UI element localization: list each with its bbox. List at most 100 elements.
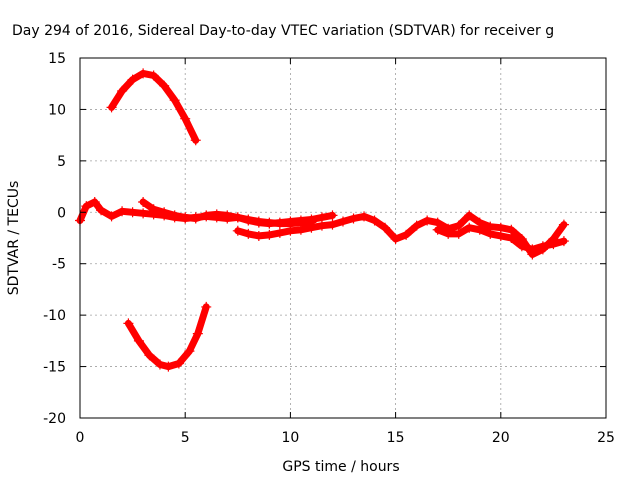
y-tick-label: 15: [48, 51, 66, 67]
data-point: [306, 222, 317, 233]
data-point: [138, 68, 149, 79]
data-point: [127, 207, 138, 218]
data-point: [180, 212, 191, 223]
x-tick-label: 20: [492, 430, 510, 446]
data-point: [190, 135, 201, 146]
data-point: [422, 215, 433, 226]
data-point: [253, 230, 264, 241]
series-line: [108, 69, 200, 144]
data-point: [485, 228, 496, 239]
data-point: [432, 224, 443, 235]
data-point: [411, 220, 422, 231]
data-point: [253, 216, 264, 227]
data-point: [148, 204, 159, 215]
y-tick-label: 5: [57, 154, 66, 170]
data-point: [89, 197, 100, 207]
data-point: [243, 228, 254, 239]
x-tick-label: 15: [387, 430, 405, 446]
data-point: [154, 359, 165, 370]
data-point: [169, 210, 180, 221]
data-point: [537, 241, 548, 252]
data-point: [285, 225, 296, 236]
y-axis-label: SDTVAR / TECUs: [6, 181, 22, 296]
data-point: [474, 224, 485, 235]
data-point: [232, 212, 243, 223]
data-point: [201, 210, 212, 221]
data-point: [148, 70, 159, 81]
plot-frame: [79, 57, 607, 419]
data-point: [138, 197, 149, 207]
data-point: [274, 227, 285, 238]
data-point: [327, 210, 338, 221]
data-point: [133, 335, 144, 346]
data-point: [127, 74, 138, 85]
data-point: [316, 220, 327, 231]
data-point: [506, 233, 517, 243]
data-point: [558, 219, 569, 230]
data-point: [192, 328, 203, 339]
data-point: [516, 241, 527, 252]
data-point: [201, 301, 212, 312]
data-point: [380, 222, 391, 233]
data-point: [495, 230, 506, 241]
y-tick-label: 10: [48, 102, 66, 118]
data-point: [274, 218, 285, 229]
data-point: [401, 229, 412, 240]
chart-title: Day 294 of 2016, Sidereal Day-to-day VTE…: [12, 23, 554, 39]
data-point: [123, 318, 134, 329]
data-point: [527, 244, 538, 255]
data-point: [96, 205, 107, 216]
data-point: [169, 95, 180, 106]
y-tick-label: -10: [43, 308, 66, 324]
data-point: [338, 216, 348, 227]
data-point: [390, 234, 401, 245]
y-tick-label: -5: [52, 257, 66, 273]
data-point: [232, 225, 243, 236]
data-point: [106, 102, 117, 113]
x-tick-label: 25: [597, 430, 615, 446]
data-point: [295, 224, 306, 235]
data-point: [464, 210, 475, 221]
data-point: [106, 211, 117, 222]
x-tick-label: 10: [281, 430, 299, 446]
data-point: [443, 228, 454, 239]
data-point: [548, 239, 559, 250]
data-point: [243, 214, 254, 225]
data-point: [81, 201, 92, 212]
data-point: [190, 213, 201, 224]
data-point: [369, 215, 380, 226]
series-group: [138, 197, 317, 229]
series-group: [432, 222, 569, 255]
series-line: [124, 303, 210, 371]
data-point: [348, 213, 359, 224]
x-axis-label: GPS time / hours: [282, 459, 399, 475]
data-point: [138, 208, 149, 219]
data-point: [159, 207, 170, 218]
series-group: [106, 68, 201, 146]
data-point: [453, 228, 464, 239]
data-series: [75, 68, 569, 372]
y-tick-label: 0: [57, 205, 66, 221]
y-tick-label: -15: [43, 360, 66, 376]
series-group: [232, 210, 569, 260]
data-point: [159, 80, 170, 91]
y-tick-label: -20: [43, 411, 66, 427]
data-point: [117, 206, 128, 217]
data-point: [173, 358, 184, 369]
data-point: [211, 209, 222, 220]
data-point: [264, 229, 275, 240]
x-tick-label: 0: [76, 430, 85, 446]
data-point: [327, 219, 338, 230]
data-point: [144, 350, 155, 361]
data-point: [180, 113, 191, 124]
series-group: [123, 301, 212, 372]
data-point: [359, 211, 370, 222]
data-point: [222, 210, 233, 221]
data-point: [184, 346, 195, 357]
data-point: [264, 217, 275, 228]
x-tick-label: 5: [181, 430, 190, 446]
data-point: [464, 222, 475, 233]
data-point: [117, 85, 128, 96]
data-point: [558, 236, 569, 247]
